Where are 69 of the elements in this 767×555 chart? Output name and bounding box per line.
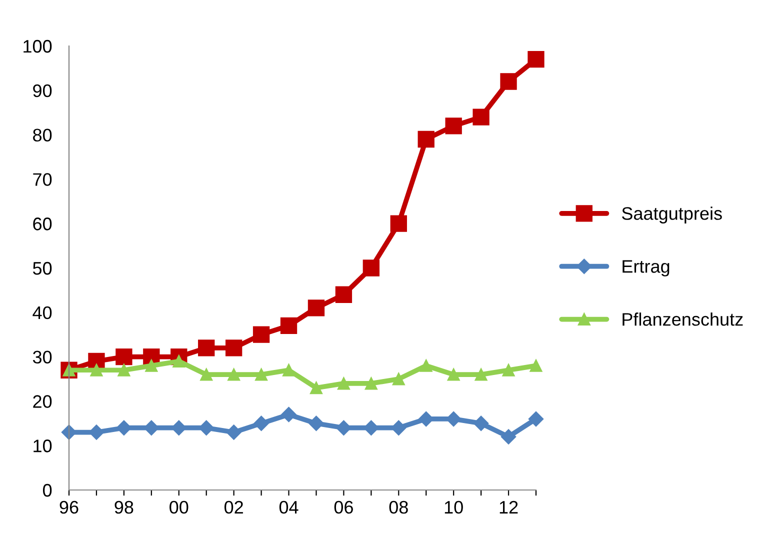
point xyxy=(225,340,242,356)
y-tick-label: 20 xyxy=(33,395,52,408)
x-tick-label: 08 xyxy=(389,500,408,514)
point xyxy=(280,317,298,334)
point xyxy=(200,368,213,381)
point xyxy=(198,420,214,436)
point xyxy=(446,411,462,427)
x-tick-label: 06 xyxy=(334,500,353,514)
y-tick-label: 80 xyxy=(33,128,52,142)
point xyxy=(392,372,405,386)
y-tick-label: 30 xyxy=(32,350,52,364)
point xyxy=(502,364,515,376)
y-tick-label: 70 xyxy=(33,173,52,186)
y-tick-label: 60 xyxy=(33,218,52,230)
point xyxy=(145,359,158,372)
x-tick-label: 00 xyxy=(170,500,188,514)
point xyxy=(337,377,350,390)
point xyxy=(528,50,544,68)
point xyxy=(255,368,268,381)
legend-label: Saatgutpreis xyxy=(622,206,722,224)
point xyxy=(364,377,378,390)
point xyxy=(500,429,516,444)
point xyxy=(391,420,406,436)
x-tick-label: 98 xyxy=(114,500,134,514)
point xyxy=(445,118,462,134)
point xyxy=(198,340,215,356)
x-tick-label: 12 xyxy=(500,500,518,514)
legend-label: Pflanzenschutz xyxy=(622,312,743,326)
point xyxy=(364,420,379,436)
point xyxy=(528,411,544,427)
point xyxy=(228,368,240,381)
point xyxy=(500,73,517,90)
y-tick-label: 0 xyxy=(43,484,52,497)
point xyxy=(118,364,130,376)
point xyxy=(362,260,380,276)
point xyxy=(171,420,186,436)
point xyxy=(474,368,488,381)
x-tick-label: 96 xyxy=(60,500,78,514)
y-tick-label: 40 xyxy=(32,306,52,320)
legend-label: Ertrag xyxy=(622,260,670,276)
point xyxy=(308,300,325,316)
point xyxy=(310,382,322,394)
y-tick-label: 50 xyxy=(32,262,52,275)
y-tick-label: 10 xyxy=(34,440,52,452)
point xyxy=(254,416,269,431)
point xyxy=(473,416,489,431)
x-tick-label: 02 xyxy=(224,500,243,514)
point xyxy=(282,364,296,376)
y-tick-label: 90 xyxy=(33,84,52,98)
x-tick-label: 04 xyxy=(279,500,298,514)
point xyxy=(281,406,296,422)
point xyxy=(116,348,132,366)
point xyxy=(226,424,242,440)
point xyxy=(418,411,434,427)
point xyxy=(88,424,104,440)
point xyxy=(335,286,352,303)
x-tick-label: 10 xyxy=(444,500,463,514)
point xyxy=(472,108,490,126)
point xyxy=(144,420,159,436)
point xyxy=(420,359,432,372)
point xyxy=(336,420,352,436)
point xyxy=(90,364,103,376)
y-tick-label: 100 xyxy=(24,40,52,53)
point xyxy=(390,215,407,232)
point xyxy=(447,368,460,381)
point xyxy=(418,130,434,148)
point xyxy=(308,416,324,431)
point xyxy=(252,326,270,343)
point xyxy=(530,359,542,372)
